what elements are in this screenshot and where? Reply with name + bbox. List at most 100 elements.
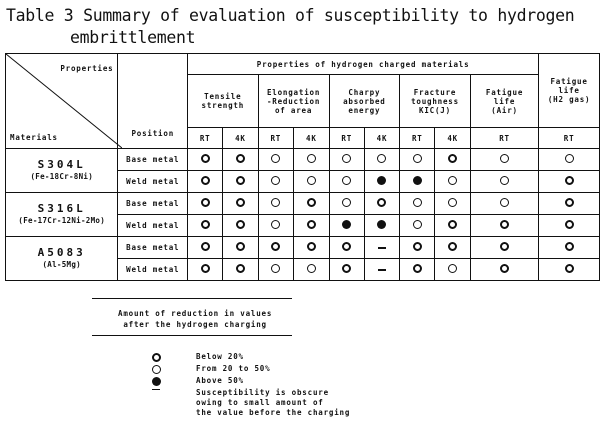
condition-header: RT	[328, 127, 365, 149]
property-header-2-line-1: Elongation	[266, 87, 321, 97]
evaluation-cell	[328, 192, 365, 215]
evaluation-cell	[538, 214, 600, 237]
condition-header: 4K	[293, 127, 330, 149]
evaluation-cell	[434, 214, 471, 237]
evaluation-cell	[222, 236, 259, 259]
position-cell: Weld metal	[117, 170, 189, 193]
legend-heading: Amount of reduction in values after the …	[118, 308, 272, 330]
evaluation-cell	[293, 170, 330, 193]
evaluation-cell	[187, 192, 224, 215]
below-symbol	[342, 264, 352, 273]
evaluation-cell	[399, 192, 436, 215]
evaluation-table: Properties Materials Position Properties…	[4, 53, 600, 281]
property-header-1: Tensile strength	[187, 74, 259, 128]
below-symbol	[306, 198, 316, 207]
table-row: S316L (Fe-17Cr-12Ni-2Mo) Base metal	[4, 192, 600, 237]
below-symbol	[448, 154, 458, 163]
below-symbol	[564, 264, 574, 273]
legend-item-text: Above 50%	[196, 376, 244, 386]
from-symbol	[271, 220, 281, 229]
property-header-3-line-2: absorbed	[343, 96, 386, 106]
evaluation-cell	[257, 170, 295, 193]
evaluation-cell	[469, 170, 540, 193]
evaluation-cell	[222, 258, 259, 281]
evaluation-cell	[257, 192, 295, 215]
legend-item-text-line: Below 20%	[196, 352, 244, 361]
corner-properties-label: Properties	[60, 64, 114, 73]
property-header-3-line-3: energy	[348, 105, 381, 115]
below-symbol	[235, 242, 245, 251]
evaluation-cell	[363, 192, 401, 215]
evaluation-cell	[328, 258, 365, 281]
condition-header: RT	[399, 127, 436, 149]
evaluation-cell	[222, 214, 259, 237]
below-symbol	[412, 242, 422, 251]
evaluation-cell	[257, 214, 295, 237]
evaluation-cell	[434, 148, 471, 171]
below-symbol	[564, 242, 574, 251]
from-symbol	[152, 365, 161, 374]
below-symbol	[235, 220, 245, 229]
evaluation-cell	[222, 192, 259, 215]
below-symbol	[500, 264, 510, 273]
above-symbol	[412, 176, 422, 185]
material-composition: (Fe-17Cr-12Ni-2Mo)	[18, 215, 106, 225]
evaluation-cell	[434, 192, 471, 215]
below-symbol	[448, 242, 458, 251]
condition-header: RT	[469, 127, 540, 149]
corner-header: Properties Materials	[4, 53, 122, 149]
legend-item-text-line: Susceptibility is obscure	[196, 388, 329, 397]
table-title: Table 3 Summary of evaluation of suscept…	[6, 5, 575, 49]
dash-symbol	[377, 247, 386, 249]
material-composition: (Fe-18Cr-8Ni)	[30, 171, 94, 181]
evaluation-cell	[399, 258, 436, 281]
position-cell: Base metal	[117, 236, 189, 259]
from-symbol	[448, 264, 458, 273]
from-symbol	[342, 176, 352, 185]
table-row: A5083 (Al-5Mg) Base metal	[4, 236, 600, 281]
evaluation-cell	[187, 258, 224, 281]
evaluation-cell	[187, 214, 224, 237]
evaluation-cell	[363, 170, 401, 193]
evaluation-cell	[538, 170, 600, 193]
below-symbol	[235, 176, 245, 185]
evaluation-cell	[187, 170, 224, 193]
position-cell: Weld metal	[117, 214, 189, 237]
below-symbol	[235, 198, 245, 207]
evaluation-cell	[257, 236, 295, 259]
evaluation-cell	[469, 214, 540, 237]
title-line-2: embrittlement	[70, 28, 196, 47]
condition-header: RT	[538, 127, 600, 149]
evaluation-cell	[469, 236, 540, 259]
evaluation-cell	[538, 258, 600, 281]
evaluation-cell	[469, 148, 540, 171]
below-symbol	[306, 220, 316, 229]
material-cell: S304L (Fe-18Cr-8Ni)	[4, 148, 119, 193]
legend-bottom-rule	[92, 335, 292, 336]
property-header-1-line-2: strength	[201, 101, 245, 110]
below-symbol	[564, 176, 574, 185]
evaluation-cell	[293, 214, 330, 237]
condition-header: RT	[187, 127, 224, 149]
property-header-fatigue-h2: Fatigue life (H2 gas)	[538, 53, 600, 128]
from-symbol	[342, 198, 352, 207]
below-symbol	[500, 242, 510, 251]
position-cell: Weld metal	[117, 258, 189, 281]
evaluation-cell	[538, 192, 600, 215]
below-symbol	[342, 242, 352, 251]
title-line-1: Table 3 Summary of evaluation of suscept…	[6, 6, 575, 25]
evaluation-cell	[257, 148, 295, 171]
evaluation-cell	[293, 236, 330, 259]
evaluation-cell	[399, 148, 436, 171]
condition-header: 4K	[222, 127, 259, 149]
position-cell: Base metal	[117, 148, 189, 171]
material-name: A5083	[37, 245, 86, 259]
evaluation-cell	[469, 258, 540, 281]
from-symbol	[306, 264, 316, 273]
evaluation-cell	[222, 170, 259, 193]
evaluation-cell	[399, 236, 436, 259]
from-symbol	[500, 176, 510, 185]
material-cell: S316L (Fe-17Cr-12Ni-2Mo)	[4, 192, 119, 237]
from-symbol	[271, 154, 281, 163]
dash-symbol	[377, 269, 386, 271]
